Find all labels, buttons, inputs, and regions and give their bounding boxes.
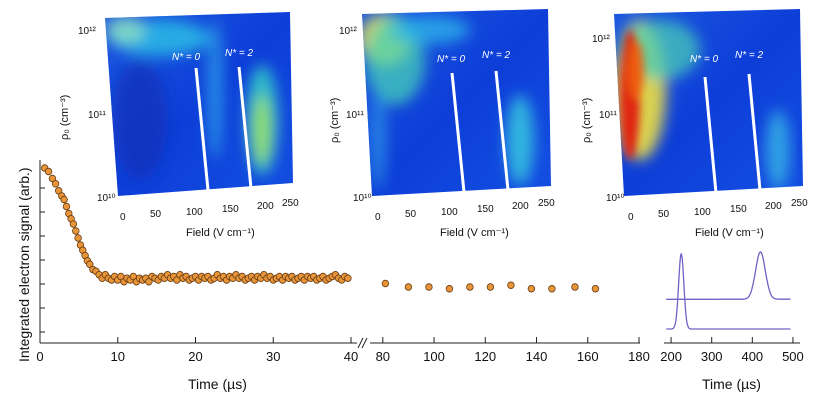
scatter-axes: Integrated electron signal (arb.) 0 10 20 3… xyxy=(16,160,804,392)
heatmap-3-ytick-1e11: 10¹¹ xyxy=(599,110,617,121)
x-tick-label: 30 xyxy=(266,349,280,364)
data-point xyxy=(571,283,579,291)
heatmap-2-xlabel: Field (V cm⁻¹) xyxy=(440,227,509,239)
x-tick-label: 100 xyxy=(423,349,445,364)
data-point xyxy=(507,281,515,289)
heatmap-2-xtick-250: 250 xyxy=(538,198,555,209)
x-tick-label: 400 xyxy=(741,349,763,364)
heatmap-2-label-n0: N* = 0 xyxy=(437,54,466,65)
data-point xyxy=(486,283,495,291)
x-tick-label: 20 xyxy=(188,349,202,364)
heatmap-2-ytick-1e12: 10¹² xyxy=(339,26,357,37)
heatmap-1-ytick-1e12: 10¹² xyxy=(78,26,96,37)
heatmap-3-xtick-200: 200 xyxy=(765,201,782,212)
heatmap-2-xtick-50: 50 xyxy=(405,209,417,220)
heatmap-1-xtick-50: 50 xyxy=(150,209,162,220)
heatmap-2-ylabel: ρ₀ (cm⁻³) xyxy=(329,98,341,143)
heatmap-panel-3: N* = 0 N* = 2 10¹² 10¹¹ 10¹⁰ ρ₀ (cm⁻³) 0… xyxy=(581,9,808,239)
x-axis-label-right: Time (µs) xyxy=(702,376,761,392)
scatter-points-early xyxy=(40,164,352,286)
x-tick-label: 300 xyxy=(701,349,723,364)
heatmap-2-xtick-200: 200 xyxy=(512,201,529,212)
segment-3-x-ticks: 200 300 400 500 xyxy=(660,337,804,364)
data-point xyxy=(74,234,82,242)
data-point xyxy=(62,202,71,211)
heatmap-3-ytick-1e10: 10¹⁰ xyxy=(606,193,624,204)
x-tick-label: 180 xyxy=(628,349,650,364)
data-point xyxy=(404,283,413,291)
heatmap-3-ytick-1e12: 10¹² xyxy=(592,34,610,45)
segment-2-x-ticks: 80 100 120 140 160 180 xyxy=(376,337,650,364)
heatmap-1-xtick-250: 250 xyxy=(282,198,299,209)
heatmap-3-xtick-0: 0 xyxy=(628,212,634,223)
data-point xyxy=(72,227,80,235)
heatmap-3-xtick-150: 150 xyxy=(730,204,747,215)
data-point xyxy=(527,285,536,293)
data-point xyxy=(466,283,474,291)
x-tick-label: 140 xyxy=(526,349,548,364)
heatmap-3-label-n2: N* = 2 xyxy=(735,50,764,61)
heatmap-3-xtick-50: 50 xyxy=(658,209,670,220)
x-tick-label: 120 xyxy=(474,349,496,364)
heatmap-1-label-n2: N* = 2 xyxy=(225,48,254,59)
heatmap-2-ytick-1e11: 10¹¹ xyxy=(346,110,364,121)
data-point xyxy=(548,285,556,293)
heatmap-1-ytick-1e11: 10¹¹ xyxy=(88,110,106,121)
heatmap-1-xtick-200: 200 xyxy=(257,201,274,212)
trace-n0-line xyxy=(666,252,791,330)
heatmap-2-xtick-150: 150 xyxy=(477,204,494,215)
y-axis-label: Integrated electron signal (arb.) xyxy=(16,167,32,362)
x-tick-label: 500 xyxy=(782,349,804,364)
data-point xyxy=(60,195,68,204)
heatmap-1-xlabel: Field (V cm⁻¹) xyxy=(186,227,255,239)
heatmap-3-xtick-100: 100 xyxy=(694,207,711,218)
data-point xyxy=(425,283,433,291)
heatmap-1-label-n0: N* = 0 xyxy=(172,52,201,63)
y-minor-ticks xyxy=(40,187,45,333)
x-tick-label: 160 xyxy=(577,349,599,364)
trace-panel xyxy=(666,251,791,330)
heatmap-3-ylabel: ρ₀ (cm⁻³) xyxy=(581,98,593,143)
data-point xyxy=(51,180,60,188)
heatmap-3-xlabel: Field (V cm⁻¹) xyxy=(695,227,764,239)
scatter-points-late xyxy=(381,279,600,293)
data-point xyxy=(344,274,352,282)
data-point xyxy=(69,220,78,228)
segment-1-x-ticks: 0 10 20 30 40 xyxy=(36,337,358,364)
x-tick-label: 200 xyxy=(660,349,682,364)
heatmap-3-label-n0: N* = 0 xyxy=(690,54,719,65)
x-tick-label: 80 xyxy=(376,349,390,364)
data-point xyxy=(591,285,600,293)
heatmap-panel-1: N* = 0 N* = 2 10¹² 10¹¹ 10¹⁰ ρ₀ (cm⁻³) 0… xyxy=(59,12,299,239)
heatmap-1-xtick-150: 150 xyxy=(222,204,239,215)
axis-break-mark xyxy=(357,337,368,349)
heatmap-2-xtick-100: 100 xyxy=(441,207,458,218)
x-tick-label: 0 xyxy=(36,349,43,364)
heatmap-2-ytick-1e10: 10¹⁰ xyxy=(353,193,371,204)
data-point xyxy=(381,279,390,288)
heatmap-panel-2: N* = 0 N* = 2 10¹² 10¹¹ 10¹⁰ ρ₀ (cm⁻³) 0… xyxy=(329,9,555,239)
heatmap-1-xtick-100: 100 xyxy=(186,207,203,218)
trace-n2-line xyxy=(666,251,791,300)
heatmap-2-xtick-0: 0 xyxy=(375,212,381,223)
heatmap-1-ytick-1e10: 10¹⁰ xyxy=(97,193,115,204)
x-axis-label-main: Time (µs) xyxy=(188,376,247,392)
heatmap-3-xtick-250: 250 xyxy=(791,198,808,209)
heatmap-1-ylabel: ρ₀ (cm⁻³) xyxy=(59,95,71,140)
heatmap-1-xtick-0: 0 xyxy=(120,212,126,223)
heatmap-2-label-n2: N* = 2 xyxy=(482,50,511,61)
data-point xyxy=(445,285,454,293)
x-tick-label: 40 xyxy=(344,349,358,364)
x-tick-label: 10 xyxy=(111,349,125,364)
data-point xyxy=(44,167,53,176)
